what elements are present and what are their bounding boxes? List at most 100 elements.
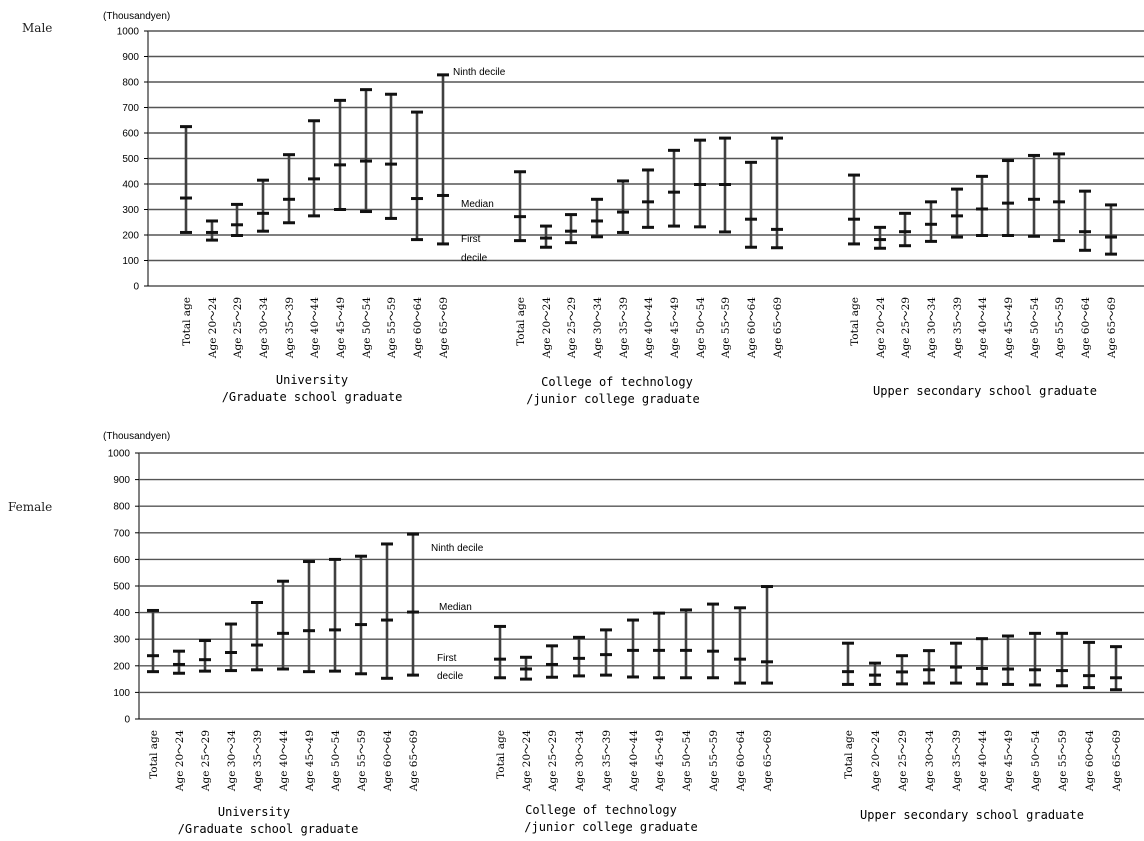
x-tick-label: Total age: [515, 297, 527, 346]
x-tick-label: Age 55～59: [356, 730, 368, 792]
x-tick-label: Age 55～59: [386, 297, 398, 359]
annotation-ninth-decile: Ninth decile: [431, 543, 484, 554]
x-tick-label: Age 65～69: [772, 297, 784, 359]
x-tick-labels: Total age Age 20～24 Age 25～29 Age 30～34 Age …: [148, 730, 1123, 792]
x-tick-label: Total age: [148, 730, 160, 779]
x-tick-label: Age 40～44: [628, 730, 640, 792]
y-tick-label: 1000: [117, 27, 140, 38]
x-tick-label: Age 20～24: [870, 730, 882, 792]
annotation-first-decile-line2: decile: [437, 671, 464, 682]
x-tick-label: Age 25～29: [200, 730, 212, 792]
y-tick-label: 1000: [108, 449, 131, 460]
x-tick-label: Age 25～29: [232, 297, 244, 359]
male-panel: Male (Thousandyen) 0 100 200 300 400 500 600 70…: [0, 0, 1144, 420]
x-tick-label: Age 40～44: [643, 297, 655, 359]
x-tick-label: Age 30～34: [592, 297, 604, 359]
x-tick-label: Age 60～64: [746, 297, 758, 359]
x-tick-label: Age 50～54: [695, 297, 707, 359]
x-tick-label: Age 45～49: [1003, 730, 1015, 792]
x-tick-label: Age 60～64: [412, 297, 424, 359]
x-tick-labels: Total age Age 20～24 Age 25～29 Age 30～34 Age …: [181, 297, 1118, 359]
group-label-college-line2: /junior college graduate: [526, 392, 699, 406]
y-tick-label: 100: [122, 256, 139, 267]
x-tick-label: Age 45～49: [1003, 297, 1015, 359]
x-tick-label: Age 50～54: [681, 730, 693, 792]
y-tick-label: 500: [122, 154, 139, 165]
x-tick-label: Age 25～29: [900, 297, 912, 359]
y-axis: 0 100 200 300 400 500 600 700 800 900 1000: [108, 449, 139, 726]
group-label-university-line1: University: [218, 805, 290, 819]
y-tick-label: 700: [122, 103, 139, 114]
y-tick-label: 900: [122, 52, 139, 63]
group-labels: University /Graduate school graduate Col…: [178, 803, 1084, 836]
x-tick-label: Age 35～39: [284, 297, 296, 359]
group-label-university-line2: /Graduate school graduate: [178, 822, 359, 836]
panel-label: Male: [22, 21, 52, 35]
x-tick-label: Age 40～44: [977, 730, 989, 792]
annotation-first-decile-line2: decile: [461, 253, 488, 264]
x-tick-label: Age 45～49: [335, 297, 347, 359]
y-tick-label: 200: [113, 661, 130, 672]
plot-area: [148, 31, 1144, 286]
x-tick-label: Total age: [849, 297, 861, 346]
x-tick-label: Age 40～44: [278, 730, 290, 792]
x-tick-label: Age 45～49: [669, 297, 681, 359]
x-tick-label: Age 65～69: [1111, 730, 1123, 792]
panel-label: Female: [8, 500, 52, 514]
annotation-first-decile-line1: First: [437, 653, 457, 664]
x-tick-label: Age 20～24: [521, 730, 533, 792]
y-tick-label: 800: [122, 78, 139, 89]
group-label-college-line1: College of technology: [525, 803, 677, 817]
y-tick-label: 900: [113, 475, 130, 486]
x-tick-label: Age 55～59: [1057, 730, 1069, 792]
group-label-upper-secondary: Upper secondary school graduate: [860, 808, 1084, 822]
x-tick-label: Age 60～64: [382, 730, 394, 792]
x-tick-label: Age 45～49: [654, 730, 666, 792]
x-tick-label: Total age: [495, 730, 507, 779]
y-tick-label: 200: [122, 231, 139, 242]
group-label-college-line2: /junior college graduate: [524, 820, 697, 834]
y-tick-label: 400: [113, 608, 130, 619]
x-tick-label: Age 40～44: [309, 297, 321, 359]
x-tick-label: Age 30～34: [258, 297, 270, 359]
x-tick-label: Age 35～39: [252, 730, 264, 792]
x-tick-label: Age 25～29: [897, 730, 909, 792]
x-tick-label: Age 50～54: [330, 730, 342, 792]
y-tick-label: 100: [113, 688, 130, 699]
x-tick-label: Age 55～59: [708, 730, 720, 792]
unit-label: (Thousandyen): [103, 431, 170, 442]
y-tick-label: 700: [113, 528, 130, 539]
y-tick-label: 300: [113, 635, 130, 646]
group-label-university-line1: University: [276, 373, 348, 387]
y-axis: 0 100 200 300 400 500 600 700 800 900 1000: [117, 27, 148, 293]
x-tick-label: Age 50～54: [1030, 730, 1042, 792]
x-tick-label: Age 65～69: [438, 297, 450, 359]
plot-area: [139, 453, 1144, 719]
female-panel: Female (Thousandyen) 0 100 200 300 400 500 600…: [0, 420, 1144, 841]
x-tick-label: Age 45～49: [304, 730, 316, 792]
x-tick-label: Age 20～24: [207, 297, 219, 359]
x-tick-label: Age 50～54: [1029, 297, 1041, 359]
y-tick-label: 400: [122, 180, 139, 191]
annotation-ninth-decile: Ninth decile: [453, 67, 506, 78]
x-tick-label: Total age: [181, 297, 193, 346]
x-tick-label: Age 35～39: [601, 730, 613, 792]
y-tick-label: 500: [113, 582, 130, 593]
x-tick-label: Age 35～39: [952, 297, 964, 359]
x-tick-label: Age 20～24: [875, 297, 887, 359]
x-tick-label: Age 35～39: [951, 730, 963, 792]
x-tick-label: Age 55～59: [720, 297, 732, 359]
annotation-first-decile-line1: First: [461, 234, 481, 245]
group-labels: University /Graduate school graduate Col…: [222, 373, 1097, 406]
x-tick-label: Age 25～29: [547, 730, 559, 792]
group-label-university-line2: /Graduate school graduate: [222, 390, 403, 404]
y-tick-label: 800: [113, 502, 130, 513]
x-tick-label: Total age: [843, 730, 855, 779]
y-tick-label: 600: [122, 129, 139, 140]
x-tick-label: Age 60～64: [1084, 730, 1096, 792]
group-label-upper-secondary: Upper secondary school graduate: [873, 384, 1097, 398]
y-tick-label: 300: [122, 205, 139, 216]
x-tick-label: Age 30～34: [226, 730, 238, 792]
x-tick-label: Age 50～54: [361, 297, 373, 359]
x-tick-label: Age 65～69: [762, 730, 774, 792]
